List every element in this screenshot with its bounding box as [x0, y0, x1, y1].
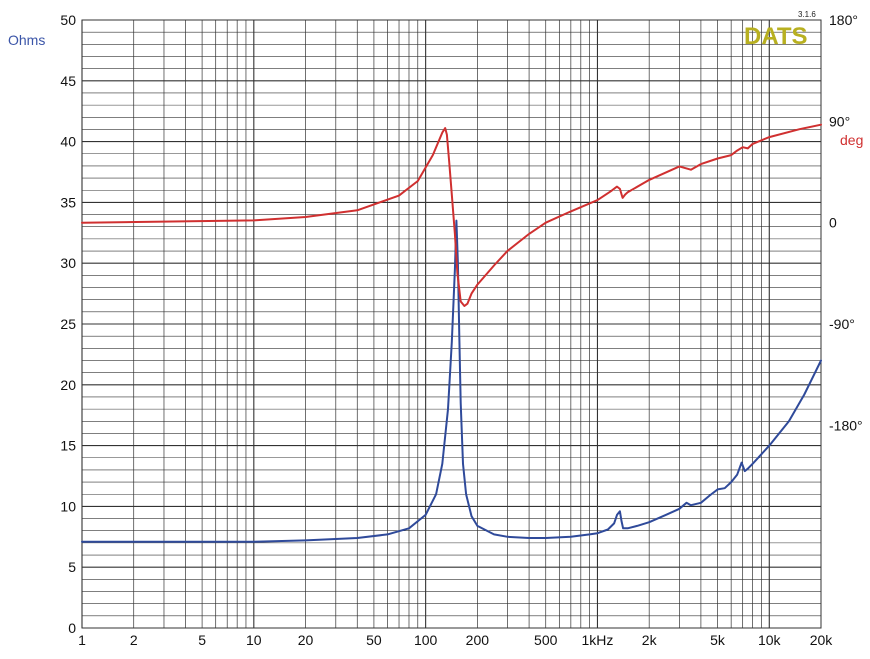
y-tick-label: 25	[60, 316, 76, 332]
y2-tick-label: -90°	[829, 316, 855, 332]
y-tick-labels: 0 5 10 15 20 25 30 35 40 45 50	[60, 12, 76, 636]
y2-tick-label: -180°	[829, 417, 863, 433]
y-tick-label: 45	[60, 73, 76, 89]
y-tick-label: 35	[60, 194, 76, 210]
grid-lines	[81, 19, 822, 629]
y2-axis-label: deg	[840, 132, 863, 148]
y-tick-label: 50	[60, 12, 76, 28]
x-tick-label: 1	[78, 632, 86, 648]
x-tick-label: 10k	[758, 632, 782, 648]
x-tick-label: 5	[198, 632, 206, 648]
y2-tick-label: 90°	[829, 113, 850, 129]
x-tick-labels: 1 2 5 10 20 50 100 200 500 1kHz 2k 5k 10k 20k	[78, 632, 833, 648]
x-tick-label: 2k	[642, 632, 658, 648]
x-tick-label: 20	[298, 632, 314, 648]
dats-logo: DATS	[744, 23, 808, 50]
y2-tick-label: 0	[829, 215, 837, 231]
impedance-curve	[81, 219, 822, 543]
x-tick-label: 500	[534, 632, 558, 648]
x-tick-label: 50	[366, 632, 382, 648]
y-tick-label: 15	[60, 438, 76, 454]
plot-frame	[81, 19, 822, 629]
x-tick-label: 2	[130, 632, 138, 648]
y-axis-label: Ohms	[8, 32, 45, 48]
x-tick-label: 20k	[810, 632, 834, 648]
y2-tick-label: 180°	[829, 12, 858, 28]
y-tick-label: 40	[60, 134, 76, 150]
y2-tick-labels: 180° 90° 0 -90° -180°	[829, 12, 863, 433]
y-tick-label: 20	[60, 377, 76, 393]
x-tick-label: 1kHz	[582, 632, 614, 648]
x-tick-label: 200	[466, 632, 490, 648]
phase-curve	[81, 123, 822, 307]
y-tick-label: 5	[68, 559, 76, 575]
y-tick-label: 30	[60, 255, 76, 271]
version-label: 3.1.6	[798, 10, 816, 19]
y-tick-label: 0	[68, 620, 76, 636]
x-tick-label: 10	[246, 632, 262, 648]
x-tick-label: 100	[414, 632, 438, 648]
y-tick-label: 10	[60, 498, 76, 514]
series-layer	[81, 123, 822, 543]
x-tick-label: 5k	[710, 632, 726, 648]
